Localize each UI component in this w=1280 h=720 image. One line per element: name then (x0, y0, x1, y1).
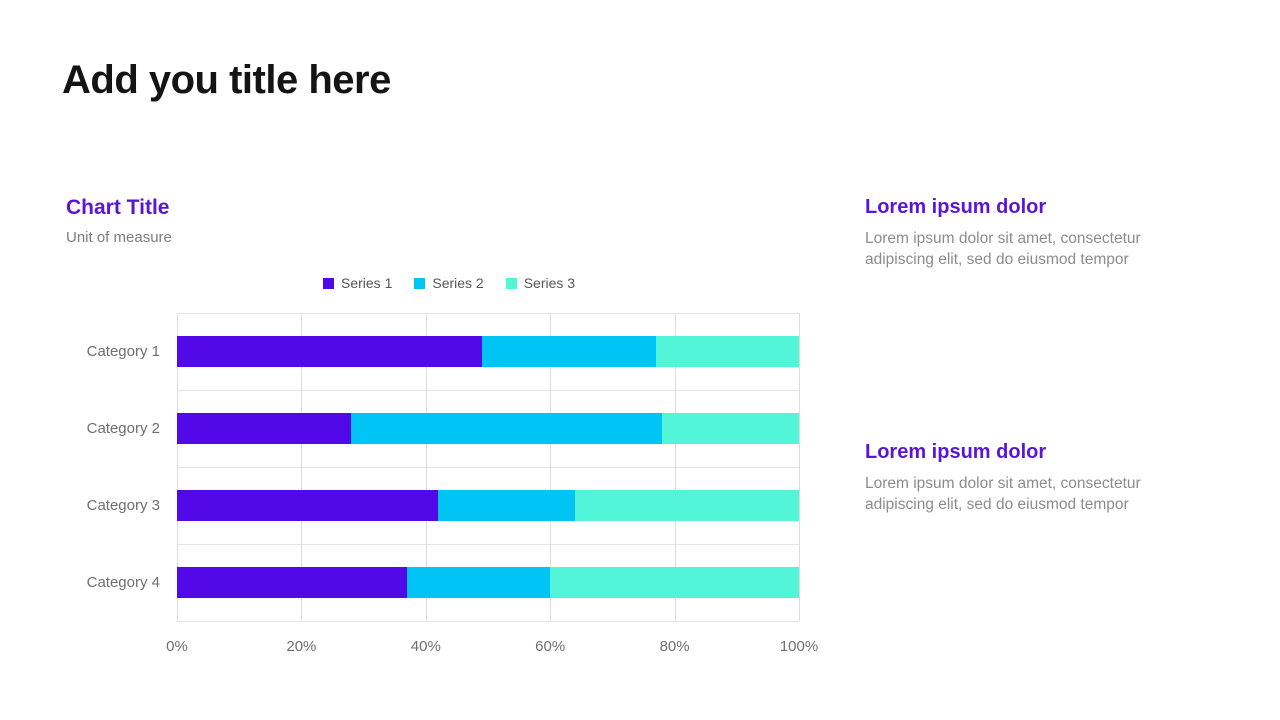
page-title: Add you title here (62, 58, 391, 102)
gridline-vertical (425, 313, 427, 621)
text-block-heading: Lorem ipsum dolor (865, 441, 1047, 463)
chart-legend: Series 1 Series 2 Series 3 (323, 275, 575, 291)
bar-segment-series-2 (438, 490, 576, 521)
legend-label: Series 1 (341, 275, 393, 291)
chart-title: Chart Title (66, 196, 170, 219)
legend-item: Series 1 (323, 275, 392, 291)
plot-area (177, 313, 800, 622)
bar-segment-series-3 (662, 413, 799, 444)
gridline-horizontal (177, 390, 799, 391)
legend-label: Series 3 (523, 275, 576, 291)
x-tick-label: 20% (286, 638, 317, 655)
gridline-vertical (301, 313, 303, 621)
gridline-horizontal (177, 313, 799, 314)
legend-swatch-icon (323, 277, 334, 289)
legend-label: Series 2 (432, 275, 484, 291)
gridline-vertical (799, 313, 800, 621)
bar-segment-series-3 (550, 567, 799, 598)
gridline-horizontal (177, 621, 799, 622)
bar-category-1 (177, 336, 799, 367)
bar-segment-series-2 (481, 336, 656, 367)
category-axis-labels: Category 1 Category 2 Category 3 Category 4 (30, 313, 160, 621)
text-block-body: Lorem ipsum dolor sit amet, consectetur … (865, 475, 1141, 514)
gridline-vertical (550, 313, 552, 621)
chart-subtitle: Unit of measure (66, 229, 172, 246)
x-tick-label: 60% (535, 638, 566, 655)
bar-segment-series-1 (177, 567, 408, 598)
text-block-1: Lorem ipsum dolor Lorem ipsum dolor sit … (865, 196, 1195, 271)
gridline-vertical (177, 313, 178, 621)
bar-segment-series-1 (177, 336, 482, 367)
category-label: Category 1 (86, 343, 160, 360)
category-label: Category 3 (86, 497, 160, 514)
bar-category-4 (177, 567, 799, 598)
bar-segment-series-3 (655, 336, 799, 367)
bar-segment-series-3 (575, 490, 799, 521)
x-tick-label: 40% (410, 638, 441, 655)
category-label: Category 2 (86, 420, 160, 437)
x-tick-label: 100% (779, 638, 819, 655)
legend-swatch-icon (414, 277, 426, 289)
bar-category-3 (177, 490, 799, 521)
legend-item: Series 2 (414, 275, 484, 291)
bar-segment-series-1 (177, 413, 352, 444)
gridline-vertical (674, 313, 676, 621)
bar-segment-series-2 (351, 413, 663, 444)
x-tick-label: 80% (659, 638, 690, 655)
x-axis-tick-labels: 0% 20% 40% 60% 80% 100% (166, 638, 818, 658)
legend-item: Series 3 (505, 275, 576, 291)
gridline-horizontal (177, 467, 799, 468)
text-block-body: Lorem ipsum dolor sit amet, consectetur … (865, 230, 1141, 269)
legend-swatch-icon (505, 277, 517, 289)
x-tick-label: 0% (166, 638, 188, 655)
bar-segment-series-2 (407, 567, 551, 598)
bar-category-2 (177, 413, 799, 444)
bar-segment-series-1 (177, 490, 439, 521)
text-block-2: Lorem ipsum dolor Lorem ipsum dolor sit … (865, 441, 1195, 516)
category-label: Category 4 (86, 574, 160, 591)
text-block-heading: Lorem ipsum dolor (865, 196, 1047, 218)
gridline-horizontal (177, 544, 799, 545)
